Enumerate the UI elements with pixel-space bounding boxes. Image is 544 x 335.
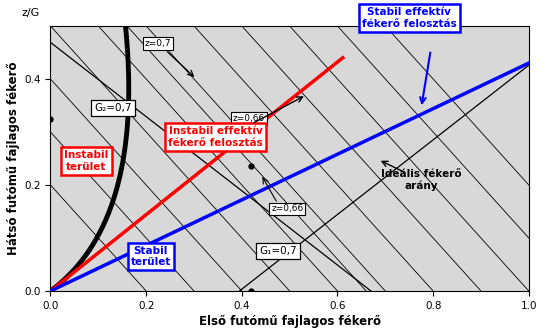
Text: Instabil
terület: Instabil terület — [64, 150, 108, 172]
Text: z=0,66: z=0,66 — [271, 204, 304, 213]
Text: Stabil effektív
fékerő felosztás: Stabil effektív fékerő felosztás — [362, 7, 456, 28]
Text: z/G: z/G — [22, 8, 40, 18]
Text: Stabil
terület: Stabil terület — [131, 246, 171, 267]
Text: Instabil effektív
fékerő felosztás: Instabil effektív fékerő felosztás — [168, 127, 263, 148]
Text: Ideális fékerő
arány: Ideális fékerő arány — [381, 169, 461, 191]
Text: G₁=0,7: G₁=0,7 — [259, 246, 296, 256]
Text: z=0,66: z=0,66 — [233, 114, 265, 123]
Text: G₂=0,7: G₂=0,7 — [94, 103, 132, 113]
Y-axis label: Hátsó futómű fajlagos fékerő: Hátsó futómű fajlagos fékerő — [7, 62, 20, 255]
X-axis label: Első futómű fajlagos fékerő: Első futómű fajlagos fékerő — [199, 315, 381, 328]
Text: z=0,7: z=0,7 — [145, 39, 171, 48]
